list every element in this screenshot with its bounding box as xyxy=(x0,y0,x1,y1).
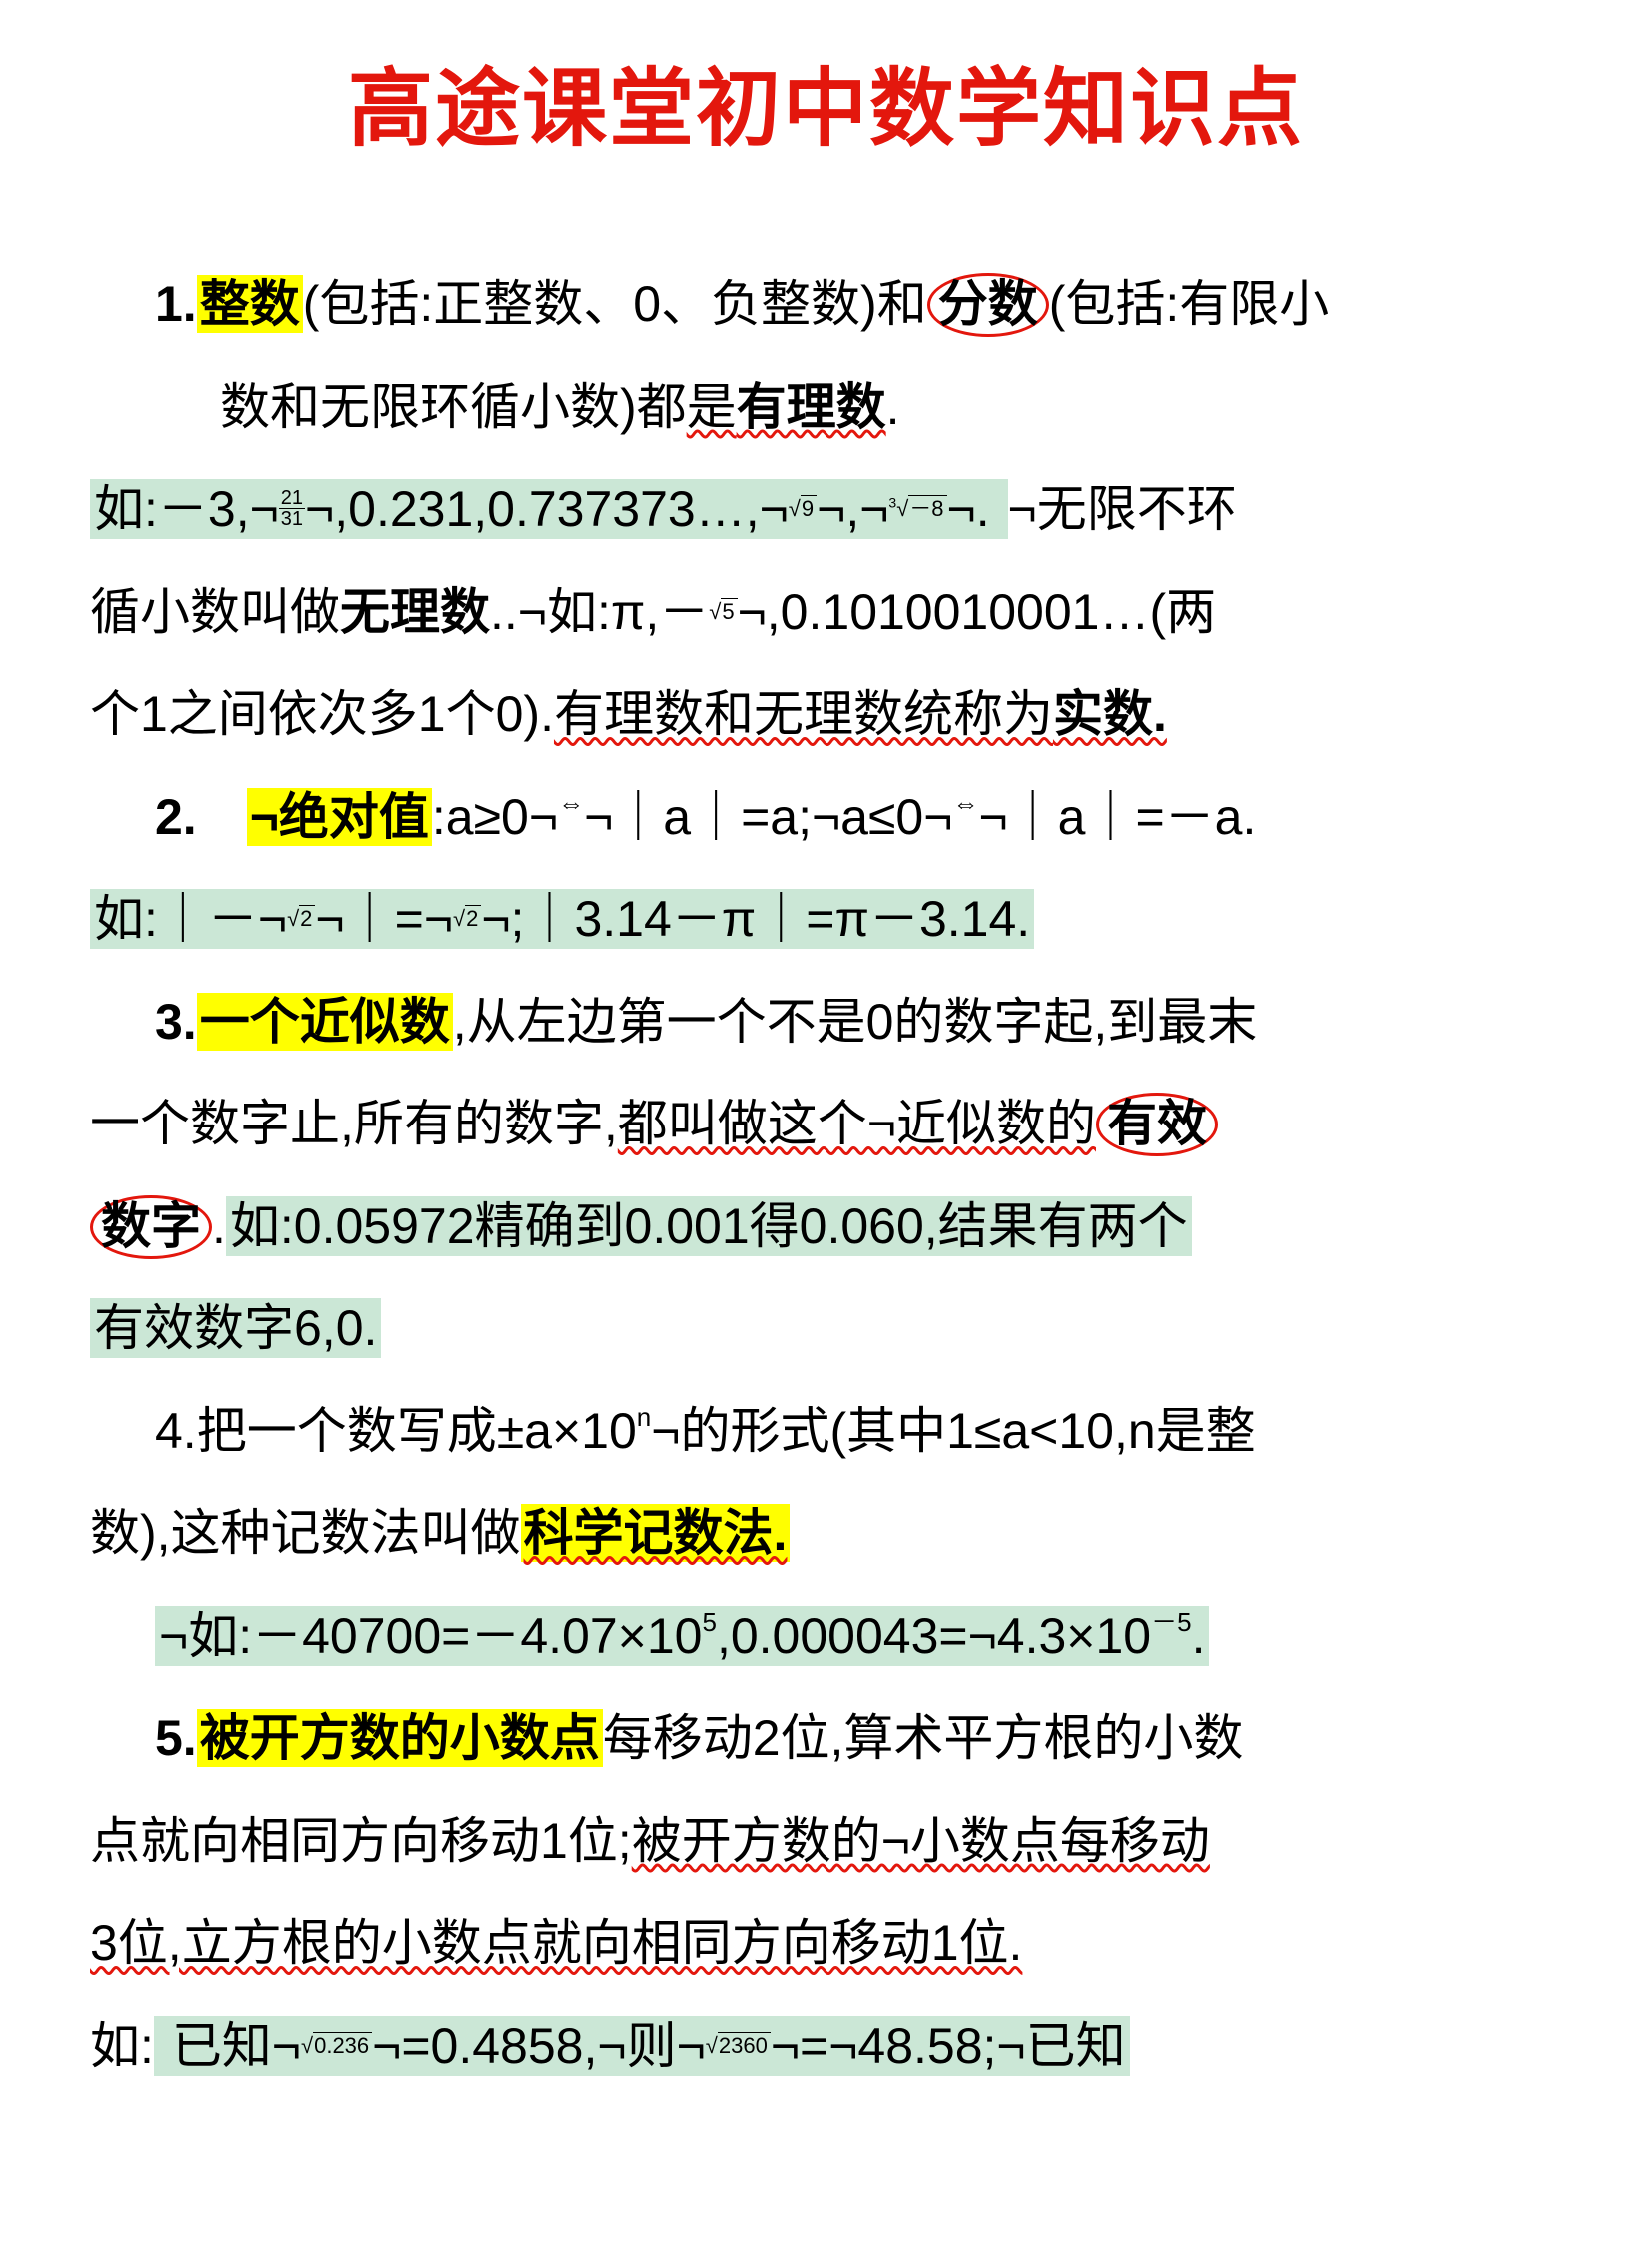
text: 如:｜－¬ xyxy=(94,891,287,947)
text: 把一个数写成±a×10 xyxy=(197,1403,637,1459)
wavy-text: 都叫做这个¬近似数的 xyxy=(618,1096,1096,1151)
text: 如: xyxy=(90,2018,154,2074)
text: ..¬如:π,－ xyxy=(490,584,709,640)
item-number: 1. xyxy=(155,276,197,332)
text: ¬=0.4858,¬则¬ xyxy=(372,2018,706,2074)
sqrt-0236: √0.236 xyxy=(301,2033,372,2058)
sqrt-2: √2 xyxy=(453,906,481,931)
example-green: ¬如:－40700=－4.07×105,0.000043=¬4.3×10－5. xyxy=(155,1606,1209,1666)
text: (包括:正整数、0、负整数)和 xyxy=(303,276,927,332)
text: 已知¬ xyxy=(172,2018,301,2074)
sqrt-9: √9 xyxy=(789,496,817,521)
sqrt-2: √2 xyxy=(287,906,315,931)
item-1-example-1: 如:－3,¬2131¬,0.231,0.737373…,¬√9¬,¬3√－8¬.… xyxy=(90,458,1562,561)
item-4-line-2: 数),这种记数法叫做科学记数法. xyxy=(90,1482,1562,1585)
item-3-line-4: 有效数字6,0. xyxy=(90,1277,1562,1380)
text: 循小数叫做 xyxy=(90,584,340,640)
text: ¬;｜3.14－π｜=π－3.14. xyxy=(481,891,1030,947)
circled-sigfig-1: 有效 xyxy=(1096,1093,1218,1156)
item-5-line-2: 点就向相同方向移动1位;被开方数的¬小数点每移动 xyxy=(90,1790,1562,1893)
wavy-text: 是 xyxy=(687,379,737,435)
text: ¬,0.1010010001…(两 xyxy=(738,584,1217,640)
text: ,0.000043=¬4.3×10 xyxy=(717,1608,1151,1664)
example-green: 已知¬√0.236¬=0.4858,¬则¬√2360¬=¬48.58;¬已知 xyxy=(154,2016,1130,2076)
wavy-text: 3位,立方根的小数点就向相同方向移动1位. xyxy=(90,1915,1022,1971)
wavy-text: 有理数和无理数统称为 xyxy=(554,686,1053,742)
text: ¬,¬ xyxy=(817,481,888,537)
item-1-line-3: 循小数叫做无理数..¬如:π,－√5¬,0.1010010001…(两 xyxy=(90,561,1562,664)
item-4-line-1: 4.把一个数写成±a×10n¬的形式(其中1≤a<10,n是整 xyxy=(90,1380,1562,1483)
text: . xyxy=(212,1198,226,1254)
item-4-example: ¬如:－40700=－4.07×105,0.000043=¬4.3×10－5. xyxy=(90,1585,1562,1688)
hl-approx: 一个近似数 xyxy=(197,993,453,1051)
item-number: 4. xyxy=(155,1403,197,1459)
item-3-line-1: 3.一个近似数,从左边第一个不是0的数字起,到最末 xyxy=(90,971,1562,1074)
hl-radicand: 被开方数的小数点 xyxy=(197,1709,603,1767)
cuberoot-neg8: 3√－8 xyxy=(888,496,946,521)
text: ¬无限不环 xyxy=(1008,481,1237,537)
text: ¬如:－40700=－4.07×10 xyxy=(159,1608,702,1664)
hl-absolute: ¬绝对值 xyxy=(247,788,432,846)
item-2-line-1: 2. ¬绝对值:a≥0¬⇔¬｜a｜=a;¬a≤0¬⇔¬｜a｜=－a. xyxy=(90,766,1562,869)
exponent-neg5: －5 xyxy=(1151,1607,1191,1637)
exponent-n: n xyxy=(637,1402,651,1432)
item-1-line-4: 个1之间依次多1个0).有理数和无理数统称为实数. xyxy=(90,663,1562,766)
text: 数),这种记数法叫做 xyxy=(90,1505,521,1561)
text: . xyxy=(1192,1608,1206,1664)
item-number: 2. xyxy=(155,789,247,845)
text: 数和无限环循小数)都 xyxy=(220,379,687,435)
page-title: 高途课堂初中数学知识点 xyxy=(90,40,1562,163)
item-5-example: 如: 已知¬√0.236¬=0.4858,¬则¬√2360¬=¬48.58;¬已… xyxy=(90,1995,1562,2098)
document-body: 1.整数(包括:正整数、0、负整数)和分数(包括:有限小 数和无限环循小数)都是… xyxy=(90,253,1562,2097)
bold-real: 实数. xyxy=(1053,686,1167,742)
wavy-text: 被开方数的¬小数点每移动 xyxy=(632,1813,1210,1869)
example-green: 有效数字6,0. xyxy=(90,1298,381,1358)
text: 每移动2位,算术平方根的小数 xyxy=(603,1710,1244,1766)
text: ¬的形式(其中1≤a<10,n是整 xyxy=(651,1403,1255,1459)
item-1-line-2: 数和无限环循小数)都是有理数. xyxy=(90,356,1562,459)
bold-rational: 有理数 xyxy=(737,379,886,435)
hl-sci-notation: 科学记数法. xyxy=(521,1504,791,1562)
item-1-line-1: 1.整数(包括:正整数、0、负整数)和分数(包括:有限小 xyxy=(90,253,1562,356)
item-2-example: 如:｜－¬√2¬｜=¬√2¬;｜3.14－π｜=π－3.14. xyxy=(90,868,1562,971)
text: ¬｜=¬ xyxy=(315,891,453,947)
sqrt-2360: √2360 xyxy=(706,2033,771,2058)
example-green: 如:｜－¬√2¬｜=¬√2¬;｜3.14－π｜=π－3.14. xyxy=(90,889,1034,949)
text: :a≥0¬ xyxy=(432,789,558,845)
item-3-line-3: 数字.如:0.05972精确到0.001得0.060,结果有两个 xyxy=(90,1175,1562,1278)
iff-arrow: ⇔ xyxy=(558,788,584,818)
item-3-line-2: 一个数字止,所有的数字,都叫做这个¬近似数的有效 xyxy=(90,1073,1562,1175)
exponent-5: 5 xyxy=(702,1607,716,1637)
example-green: 如:0.05972精确到0.001得0.060,结果有两个 xyxy=(226,1196,1192,1256)
text: ,从左边第一个不是0的数字起,到最末 xyxy=(453,994,1258,1050)
circled-fraction: 分数 xyxy=(927,273,1049,337)
text: (包括:有限小 xyxy=(1049,276,1330,332)
item-5-line-3: 3位,立方根的小数点就向相同方向移动1位. xyxy=(90,1892,1562,1995)
text: ¬,0.231,0.737373…,¬ xyxy=(305,481,789,537)
sqrt-5: √5 xyxy=(709,599,737,624)
text: 个1之间依次多1个0). xyxy=(90,686,554,742)
iff-arrow: ⇔ xyxy=(952,788,978,818)
item-5-line-1: 5.被开方数的小数点每移动2位,算术平方根的小数 xyxy=(90,1687,1562,1790)
text: 点就向相同方向移动1位; xyxy=(90,1813,632,1869)
fraction-21-31: 2131 xyxy=(279,488,305,529)
text: . xyxy=(886,379,900,435)
text: ¬｜a｜=a;¬a≤0¬ xyxy=(584,789,952,845)
text: 如:－3,¬ xyxy=(94,481,279,537)
item-number: 3. xyxy=(155,994,197,1050)
circled-sigfig-2: 数字 xyxy=(90,1195,212,1259)
text: ¬=¬48.58;¬已知 xyxy=(771,2018,1126,2074)
text: 一个数字止,所有的数字, xyxy=(90,1096,618,1151)
hl-integer: 整数 xyxy=(197,275,303,333)
item-number: 5. xyxy=(155,1710,197,1766)
example-green: 如:－3,¬2131¬,0.231,0.737373…,¬√9¬,¬3√－8¬. xyxy=(90,479,1008,539)
bold-irrational: 无理数 xyxy=(340,584,490,640)
text: ¬｜a｜=－a. xyxy=(978,789,1256,845)
text: ¬. xyxy=(947,481,990,537)
